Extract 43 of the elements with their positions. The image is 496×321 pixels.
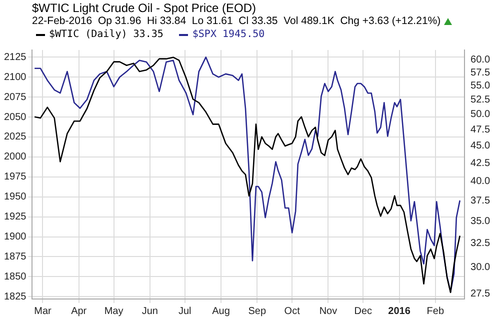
x-tick-label: Aug bbox=[212, 306, 230, 317]
y-tick-label: 1900 bbox=[4, 232, 27, 242]
legend-label: $WTIC (Daily) 33.35 bbox=[49, 29, 164, 40]
chart-subtitle: 22-Feb-2016 Op 31.96 Hi 33.84 Lo 31.61 Cl 33.35 Vol 489.1K Chg +3.63 (+12.21%) bbox=[32, 15, 441, 27]
x-tick-label: 2016 bbox=[388, 306, 411, 317]
x-tick-label: May bbox=[104, 306, 124, 317]
y2-tick-label: 52.5 bbox=[470, 94, 490, 106]
y-tick-label: 2075 bbox=[4, 92, 27, 103]
chart-title: $WTIC Light Crude Oil - Spot Price (EOD) bbox=[32, 1, 256, 15]
y2-tick-label: 45.0 bbox=[470, 140, 490, 152]
y-tick-label: 1850 bbox=[4, 271, 27, 282]
y2-tick-label: 60.0 bbox=[470, 54, 490, 66]
y-tick-label: 1875 bbox=[4, 251, 27, 262]
y2-tick-label: 32.5 bbox=[470, 238, 490, 250]
y2-tick-label: 50.0 bbox=[470, 109, 490, 120]
y-tick-label: 1975 bbox=[4, 172, 27, 183]
y2-tick-label: 55.0 bbox=[470, 80, 490, 92]
legend-label: $SPX 1945.50 bbox=[192, 29, 265, 40]
x-tick-label: Feb bbox=[426, 306, 444, 317]
y-tick-label: 2000 bbox=[4, 152, 27, 163]
y2-tick-label: 57.5 bbox=[470, 67, 490, 78]
y2-tick-label: 30.0 bbox=[470, 262, 490, 274]
x-tick-label: Sep bbox=[248, 306, 266, 317]
y2-tick-label: 27.5 bbox=[470, 288, 490, 300]
y-tick-label: 2125 bbox=[4, 52, 27, 63]
x-tick-label: Mar bbox=[34, 306, 52, 317]
y2-tick-label: 35.0 bbox=[470, 216, 490, 228]
x-tick-label: Jul bbox=[178, 306, 192, 317]
x-tick-label: Dec bbox=[354, 306, 372, 317]
x-tick-label: Nov bbox=[319, 306, 338, 317]
y-tick-label: 1950 bbox=[4, 192, 27, 203]
y-tick-label: 2050 bbox=[4, 112, 27, 123]
y-tick-label: 2025 bbox=[4, 132, 27, 143]
x-tick-label: Oct bbox=[284, 306, 300, 317]
y-tick-label: 1925 bbox=[4, 212, 27, 223]
y2-tick-label: 37.5 bbox=[470, 195, 490, 206]
y-tick-label: 1825 bbox=[4, 291, 27, 302]
y2-tick-label: 42.5 bbox=[470, 158, 490, 169]
x-tick-label: Jun bbox=[142, 306, 158, 317]
y-tick-label: 2100 bbox=[4, 72, 27, 83]
x-tick-label: Apr bbox=[71, 306, 88, 317]
y2-tick-label: 47.5 bbox=[470, 124, 490, 136]
y2-tick-label: 40.0 bbox=[470, 176, 490, 188]
